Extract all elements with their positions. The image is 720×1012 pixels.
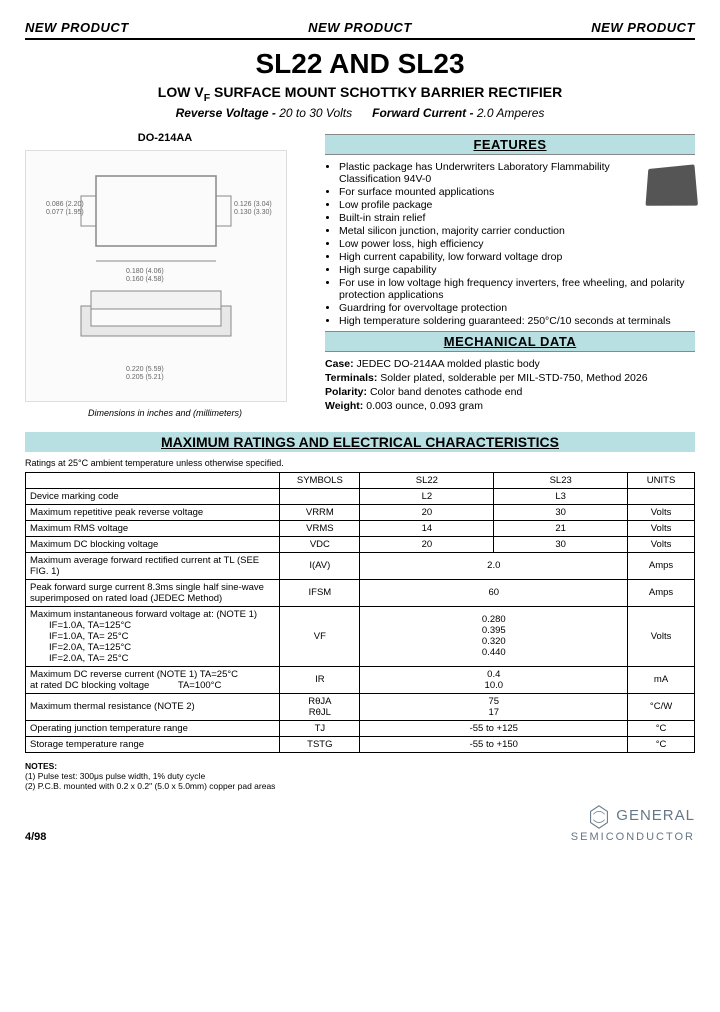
- product-subtitle: LOW VF SURFACE MOUNT SCHOTTKY BARRIER RE…: [25, 84, 695, 104]
- polarity-value: Color band denotes cathode end: [370, 386, 522, 398]
- logo-text-1: GENERAL: [616, 807, 695, 824]
- logo-text-2: SEMICONDUCTOR: [571, 831, 695, 843]
- note-2: (2) P.C.B. mounted with 0.2 x 0.2" (5.0 …: [25, 781, 275, 791]
- table-row: Maximum RMS voltageVRMS1421Volts: [26, 520, 695, 536]
- feature-item: Guardring for overvoltage protection: [339, 302, 695, 314]
- rv-label: Reverse Voltage -: [176, 106, 276, 120]
- banner-text: NEW PRODUCT: [25, 20, 129, 35]
- banner-text: NEW PRODUCT: [308, 20, 412, 35]
- feature-item: High temperature soldering guaranteed: 2…: [339, 315, 695, 327]
- col-symbols: SYMBOLS: [280, 472, 360, 488]
- feature-item: Low power loss, high efficiency: [339, 238, 695, 250]
- subtitle-prefix: LOW V: [158, 84, 204, 100]
- fc-value: 2.0 Amperes: [477, 106, 545, 120]
- svg-text:0.126 (3.04): 0.126 (3.04): [234, 201, 272, 208]
- notes-block: NOTES: (1) Pulse test: 300μs pulse width…: [25, 761, 695, 791]
- rv-value: 20 to 30 Volts: [279, 106, 352, 120]
- col-sl23: SL23: [494, 472, 628, 488]
- feature-item: For use in low voltage high frequency in…: [339, 277, 695, 301]
- svg-text:0.077 (1.95): 0.077 (1.95): [46, 209, 84, 216]
- table-row: Maximum repetitive peak reverse voltageV…: [26, 504, 695, 520]
- features-block: Plastic package has Underwriters Laborat…: [325, 161, 695, 327]
- case-label: Case:: [325, 358, 354, 370]
- polarity-label: Polarity:: [325, 386, 367, 398]
- subtitle-rest: SURFACE MOUNT SCHOTTKY BARRIER RECTIFIER: [210, 84, 562, 100]
- table-row: Device marking codeL2L3: [26, 488, 695, 504]
- product-title: SL22 AND SL23: [25, 48, 695, 80]
- case-value: JEDEC DO-214AA molded plastic body: [357, 358, 540, 370]
- fc-label: Forward Current -: [372, 106, 473, 120]
- features-heading: FEATURES: [325, 134, 695, 155]
- drawing-caption: Dimensions in inches and (millimeters): [25, 408, 305, 418]
- svg-text:0.205 (5.21): 0.205 (5.21): [126, 374, 164, 381]
- feature-item: High current capability, low forward vol…: [339, 251, 695, 263]
- col-sl22: SL22: [360, 472, 494, 488]
- table-row: Peak forward surge current 8.3ms single …: [26, 579, 695, 606]
- logo-icon: [585, 803, 613, 831]
- table-row: Maximum DC reverse current (NOTE 1) TA=2…: [26, 666, 695, 693]
- weight-value: 0.003 ounce, 0.093 gram: [366, 400, 483, 412]
- feature-item: Metal silicon junction, majority carrier…: [339, 225, 695, 237]
- svg-text:0.086 (2.20): 0.086 (2.20): [46, 201, 84, 208]
- specs-line: Reverse Voltage - 20 to 30 Volts Forward…: [25, 106, 695, 120]
- table-row: Storage temperature rangeTSTG-55 to +150…: [26, 736, 695, 752]
- feature-item: For surface mounted applications: [339, 186, 695, 198]
- package-drawing: 0.086 (2.20) 0.077 (1.95) 0.126 (3.04) 0…: [25, 150, 287, 402]
- package-label: DO-214AA: [25, 132, 305, 144]
- table-row: Maximum instantaneous forward voltage at…: [26, 606, 695, 666]
- doc-date: 4/98: [25, 831, 46, 843]
- col-units: UNITS: [628, 472, 695, 488]
- dimension-drawing-icon: 0.086 (2.20) 0.077 (1.95) 0.126 (3.04) 0…: [36, 161, 276, 391]
- notes-heading: NOTES:: [25, 761, 57, 771]
- ratings-heading: MAXIMUM RATINGS AND ELECTRICAL CHARACTER…: [25, 432, 695, 452]
- ratings-table: SYMBOLS SL22 SL23 UNITS Device marking c…: [25, 472, 695, 753]
- table-row: Maximum average forward rectified curren…: [26, 552, 695, 579]
- mechanical-heading: MECHANICAL DATA: [325, 331, 695, 352]
- mechanical-block: Case: JEDEC DO-214AA molded plastic body…: [325, 358, 695, 412]
- feature-item: Built-in strain relief: [339, 212, 695, 224]
- terminals-value: Solder plated, solderable per MIL-STD-75…: [380, 372, 647, 384]
- terminals-label: Terminals:: [325, 372, 377, 384]
- svg-text:0.220 (5.59): 0.220 (5.59): [126, 366, 164, 373]
- table-row: Maximum thermal resistance (NOTE 2)RθJA …: [26, 693, 695, 720]
- ratings-note: Ratings at 25°C ambient temperature unle…: [25, 458, 695, 468]
- company-logo: GENERAL SEMICONDUCTOR: [571, 803, 695, 843]
- chip-photo-icon: [645, 164, 698, 205]
- table-row: Operating junction temperature rangeTJ-5…: [26, 720, 695, 736]
- feature-item: Plastic package has Underwriters Laborat…: [339, 161, 695, 185]
- weight-label: Weight:: [325, 400, 363, 412]
- svg-text:0.130 (3.30): 0.130 (3.30): [234, 209, 272, 216]
- svg-text:0.160 (4.58): 0.160 (4.58): [126, 276, 164, 283]
- feature-item: Low profile package: [339, 199, 695, 211]
- svg-text:0.180 (4.06): 0.180 (4.06): [126, 268, 164, 275]
- feature-item: High surge capability: [339, 264, 695, 276]
- note-1: (1) Pulse test: 300μs pulse width, 1% du…: [25, 771, 205, 781]
- table-row: Maximum DC blocking voltageVDC2030Volts: [26, 536, 695, 552]
- banner-text: NEW PRODUCT: [591, 20, 695, 35]
- new-product-banner: NEW PRODUCT NEW PRODUCT NEW PRODUCT: [25, 20, 695, 40]
